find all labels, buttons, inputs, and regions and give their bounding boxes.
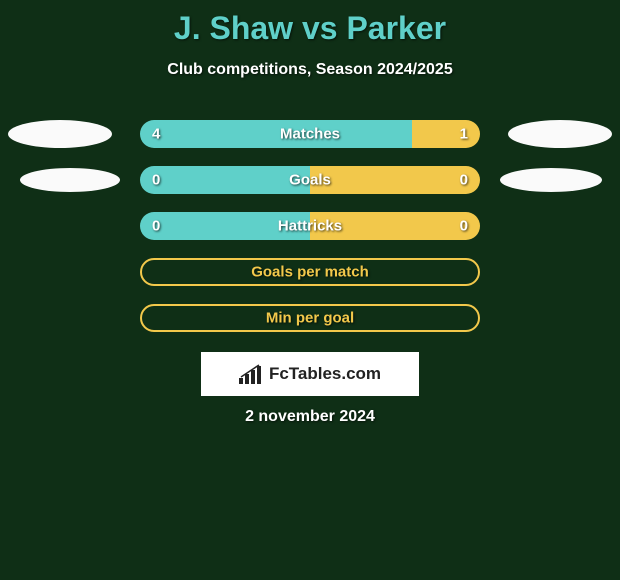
stat-rows: 4 Matches 1 0 Goals 0 0 Hat (0, 120, 620, 350)
stat-row-goals: 0 Goals 0 (0, 166, 620, 194)
stat-label: Matches (280, 126, 340, 143)
value-left: 0 (152, 172, 160, 189)
team-badge-left (8, 120, 112, 148)
subtitle: Club competitions, Season 2024/2025 (0, 61, 620, 79)
bar-track: 4 Matches 1 (140, 120, 480, 148)
bar-track: 0 Goals 0 (140, 166, 480, 194)
stat-label: Goals (289, 172, 331, 189)
stat-row-hattricks: 0 Hattricks 0 (0, 212, 620, 240)
bar-right-fill (310, 166, 480, 194)
bar-track: Goals per match (140, 258, 480, 286)
bar-left-fill (140, 120, 412, 148)
page-title: J. Shaw vs Parker (0, 0, 620, 47)
comparison-infographic: J. Shaw vs Parker Club competitions, Sea… (0, 0, 620, 580)
team-badge-right (508, 120, 612, 148)
branding-text: FcTables.com (269, 364, 381, 384)
date-text: 2 november 2024 (0, 408, 620, 426)
bar-right-fill (412, 120, 480, 148)
stat-label: Goals per match (251, 264, 369, 281)
stat-row-min-per-goal: Min per goal (0, 304, 620, 332)
stat-row-goals-per-match: Goals per match (0, 258, 620, 286)
value-right: 1 (460, 126, 468, 143)
stat-label: Hattricks (278, 218, 342, 235)
team-badge-right (500, 168, 602, 192)
value-right: 0 (460, 218, 468, 235)
team-badge-left (20, 168, 120, 192)
value-right: 0 (460, 172, 468, 189)
bar-track: Min per goal (140, 304, 480, 332)
bar-left-fill (140, 166, 310, 194)
branding-badge: FcTables.com (201, 352, 419, 396)
stat-label: Min per goal (266, 310, 354, 327)
value-left: 4 (152, 126, 160, 143)
bar-track: 0 Hattricks 0 (140, 212, 480, 240)
stat-row-matches: 4 Matches 1 (0, 120, 620, 148)
value-left: 0 (152, 218, 160, 235)
bars-icon (239, 364, 265, 384)
